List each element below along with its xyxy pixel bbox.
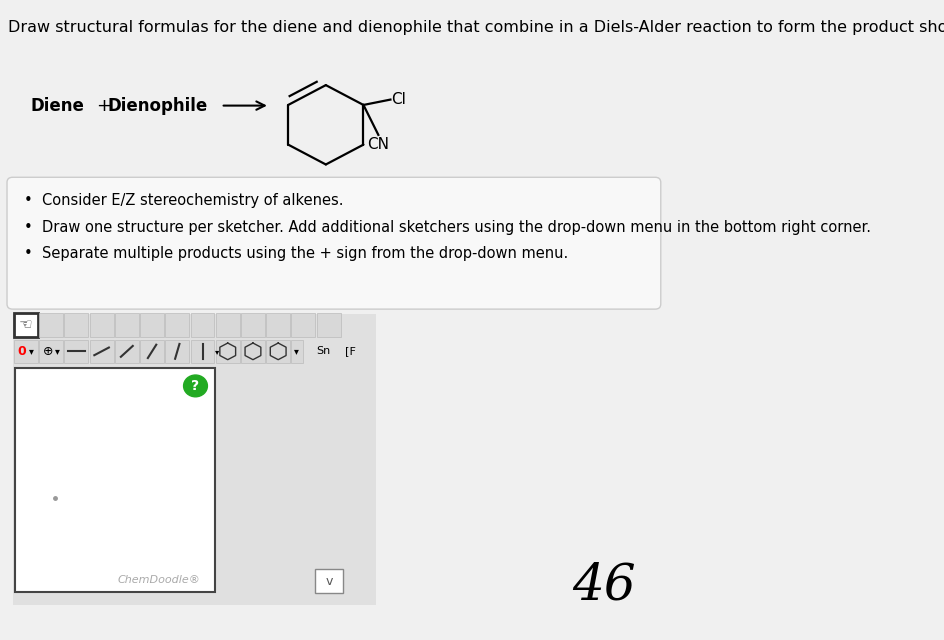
Text: •  Separate multiple products using the + sign from the drop-down menu.: • Separate multiple products using the +… — [24, 246, 567, 261]
Bar — [40, 340, 63, 363]
Bar — [191, 340, 214, 363]
Text: ⊕: ⊕ — [42, 345, 53, 358]
Text: 0: 0 — [18, 345, 26, 358]
Text: 46: 46 — [571, 561, 635, 611]
Text: ▾: ▾ — [55, 346, 59, 356]
Text: •  Consider E/Z stereochemistry of alkenes.: • Consider E/Z stereochemistry of alkene… — [24, 193, 343, 209]
Bar — [241, 340, 264, 363]
Bar — [316, 313, 340, 337]
Bar — [12, 314, 375, 605]
Bar — [215, 340, 240, 363]
Text: +: + — [96, 97, 111, 115]
Text: Diene: Diene — [30, 97, 84, 115]
Bar — [315, 569, 343, 593]
Bar — [115, 313, 139, 337]
Bar — [14, 313, 38, 337]
Text: ▾: ▾ — [294, 346, 298, 356]
Bar — [90, 313, 113, 337]
Text: ChemDoodle®: ChemDoodle® — [118, 575, 200, 586]
Bar — [64, 340, 88, 363]
FancyBboxPatch shape — [7, 177, 660, 309]
Text: ▾: ▾ — [215, 347, 219, 356]
Text: v: v — [326, 575, 332, 588]
Bar — [291, 340, 303, 363]
Bar — [191, 313, 214, 337]
Bar — [165, 313, 189, 337]
Text: ?: ? — [192, 379, 199, 393]
Bar — [215, 313, 240, 337]
Bar — [40, 313, 63, 337]
Bar — [140, 340, 164, 363]
Text: Sn: Sn — [316, 346, 330, 356]
Text: •  Draw one structure per sketcher. Add additional sketchers using the drop-down: • Draw one structure per sketcher. Add a… — [24, 220, 870, 235]
Bar — [165, 340, 189, 363]
Text: Draw structural formulas for the diene and dienophile that combine in a Diels-Al: Draw structural formulas for the diene a… — [8, 20, 944, 35]
Bar — [241, 313, 264, 337]
Bar — [14, 340, 38, 363]
Text: ▾: ▾ — [29, 346, 34, 356]
Bar — [140, 313, 164, 337]
Bar — [291, 313, 315, 337]
Text: ☜: ☜ — [19, 317, 33, 333]
Bar — [266, 340, 290, 363]
Text: Dienophile: Dienophile — [108, 97, 208, 115]
Bar — [15, 368, 215, 592]
Bar — [64, 313, 88, 337]
Text: [F: [F — [345, 346, 355, 356]
Text: CN: CN — [367, 137, 389, 152]
Bar — [115, 340, 139, 363]
Bar — [90, 340, 113, 363]
Circle shape — [183, 375, 207, 397]
Bar — [266, 313, 290, 337]
Text: Cl: Cl — [391, 92, 406, 107]
